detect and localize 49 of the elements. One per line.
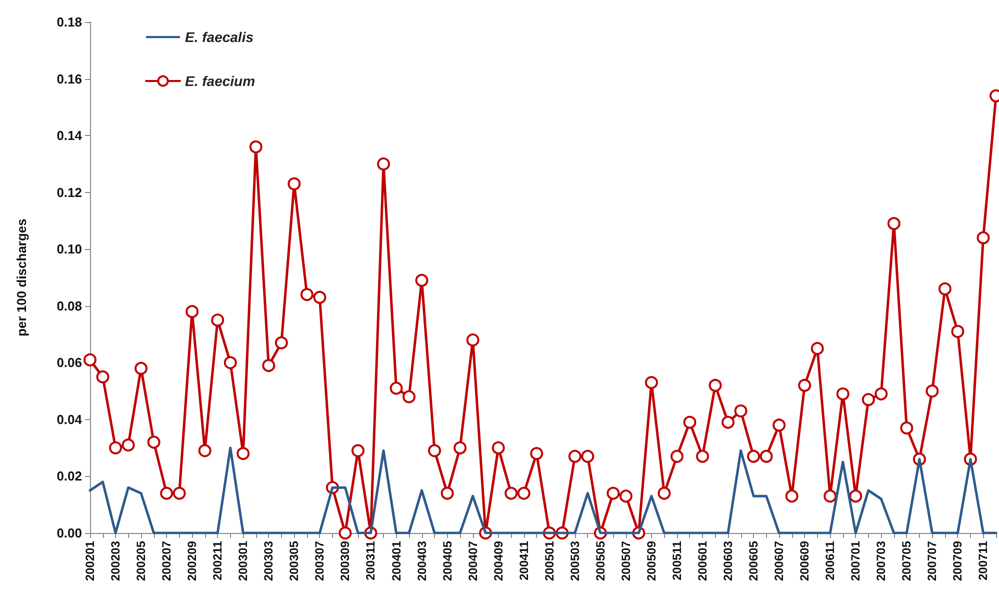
x-tick-label: 200403 (414, 540, 429, 582)
x-tick-label: 200309 (338, 540, 352, 582)
x-tick-label: 200305 (287, 540, 302, 582)
x-tick-label: 200505 (593, 540, 608, 582)
y-tick-label: 0.14 (56, 128, 83, 144)
y-tick-label: 0.04 (56, 412, 83, 427)
y-tick-label: 0.08 (56, 298, 82, 314)
x-tick-label: 200405 (440, 540, 454, 582)
x-tick-label: 200605 (746, 540, 761, 582)
x-tick-label: 200201 (83, 540, 97, 582)
x-tick-label: 200401 (389, 540, 404, 582)
y-tick-label: 0.10 (56, 242, 82, 257)
legend-label: E. faecalis (185, 29, 254, 45)
x-tick-label: 200203 (108, 540, 123, 582)
y-tick-label: 0.02 (56, 468, 82, 484)
x-tick-label: 200209 (185, 540, 200, 582)
x-tick-label: 200707 (925, 540, 940, 582)
x-tick-label: 200601 (696, 540, 710, 582)
x-tick-label: 200211 (210, 540, 225, 580)
x-tick-label: 200411 (516, 540, 531, 580)
x-tick-label: 200311 (364, 540, 378, 580)
y-tick-label: 0.16 (56, 71, 82, 86)
x-tick-label: 200711 (976, 540, 990, 580)
x-tick-label: 200301 (236, 540, 250, 582)
x-tick-label: 200307 (312, 540, 327, 582)
x-tick-label: 200611 (823, 540, 838, 580)
x-tick-label: 200705 (900, 540, 914, 582)
x-tick-label: 200703 (874, 540, 888, 582)
x-tick-label: 200501 (542, 540, 556, 582)
y-tick-label: 0.18 (56, 14, 82, 30)
x-tick-label: 200205 (134, 540, 148, 582)
x-tick-label: 200409 (491, 540, 506, 582)
x-tick-label: 200511 (670, 540, 684, 580)
x-tick-label: 200507 (618, 540, 633, 582)
x-tick-label: 200607 (772, 540, 786, 582)
x-tick-label: 200509 (644, 540, 658, 582)
x-tick-label: 200701 (848, 540, 863, 582)
x-tick-label: 200407 (466, 540, 480, 582)
x-tick-label: 200503 (568, 540, 582, 582)
y-axis-title: per 100 discharges (14, 218, 29, 336)
y-tick-label: 0.06 (56, 355, 82, 370)
legend-label: E. faecium (185, 73, 256, 89)
x-tick-label: 200609 (798, 540, 812, 582)
x-tick-label: 200207 (160, 540, 174, 582)
x-tick-label: 200709 (950, 540, 965, 582)
x-tick-label: 200303 (262, 540, 276, 582)
y-tick-label: 0.12 (56, 184, 82, 200)
y-tick-label: 0.00 (56, 526, 82, 540)
x-tick-label: 200603 (721, 540, 736, 582)
